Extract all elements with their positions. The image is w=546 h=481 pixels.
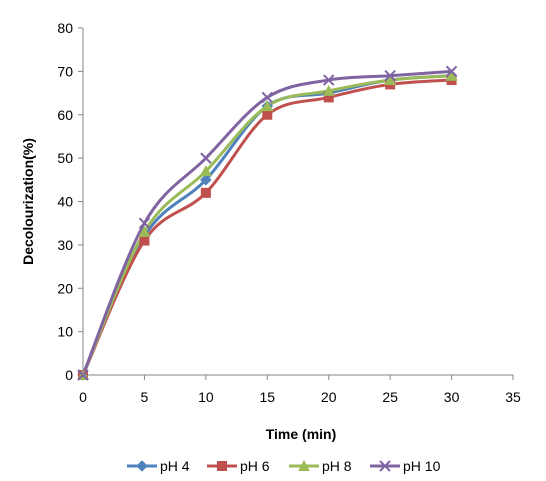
legend-label: pH 10: [403, 458, 441, 474]
y-tick-label: 40: [57, 194, 73, 210]
data-point: [139, 235, 150, 246]
legend-item: pH 8: [289, 458, 352, 474]
data-point: [138, 217, 151, 229]
data-point: [200, 173, 212, 186]
legend-marker: [298, 460, 310, 471]
legend: pH 4 pH 6 pH 8 pH 10: [127, 458, 441, 474]
y-tick-label: 60: [57, 107, 73, 123]
legend-marker: [379, 460, 391, 472]
x-tick-label: 25: [382, 389, 398, 405]
series-markers: [77, 65, 458, 381]
y-tick-label: 80: [57, 20, 73, 36]
data-point: [384, 74, 397, 86]
series-line-2: [81, 74, 454, 377]
y-tick-label: 30: [57, 237, 73, 253]
y-tick-label: 10: [57, 324, 73, 340]
data-point: [445, 69, 458, 81]
x-tick-label: 30: [444, 389, 460, 405]
legend-item: pH 6: [207, 458, 270, 474]
y-axis-title: Decolourization(%): [20, 138, 36, 265]
legend-label: pH 6: [240, 458, 270, 474]
series-line-3: [81, 69, 454, 377]
y-tick-label: 70: [57, 63, 73, 79]
legend-label: pH 8: [322, 458, 352, 474]
x-tick-label: 15: [259, 389, 275, 405]
x-tick-label: 0: [79, 389, 87, 405]
x-tick-label: 5: [141, 389, 149, 405]
data-point: [199, 165, 212, 177]
legend-item: pH 10: [370, 458, 441, 474]
data-point: [200, 152, 212, 164]
y-tick-label: 20: [57, 280, 73, 296]
data-point: [445, 65, 458, 78]
y-tick-label: 0: [65, 367, 73, 383]
plot-area: 0 10 20 30 40 50 60 70 80 0 5 10 15 20 25 30 35: [57, 20, 521, 405]
data-point: [138, 225, 151, 237]
legend-label: pH 4: [160, 458, 190, 474]
data-point: [322, 84, 335, 96]
legend-marker: [136, 460, 148, 472]
data-point: [261, 91, 273, 104]
x-tick-label: 10: [198, 389, 214, 405]
data-point: [323, 74, 335, 86]
y-axis-ticks: 0 10 20 30 40 50 60 70 80: [57, 20, 83, 383]
legend-marker: [217, 461, 227, 471]
data-point: [384, 70, 396, 82]
legend-item: pH 4: [127, 458, 190, 474]
y-tick-label: 50: [57, 150, 73, 166]
series-line-1: [81, 78, 454, 377]
x-tick-label: 20: [321, 389, 337, 405]
data-point: [323, 92, 334, 103]
x-axis-title: Time (min): [266, 426, 337, 442]
x-tick-label: 35: [505, 389, 521, 405]
data-point: [200, 187, 211, 198]
x-axis-ticks: 0 5 10 15 20 25 30 35: [79, 375, 521, 405]
data-point: [262, 109, 273, 120]
data-point: [261, 100, 274, 112]
series-line-0: [81, 74, 454, 377]
